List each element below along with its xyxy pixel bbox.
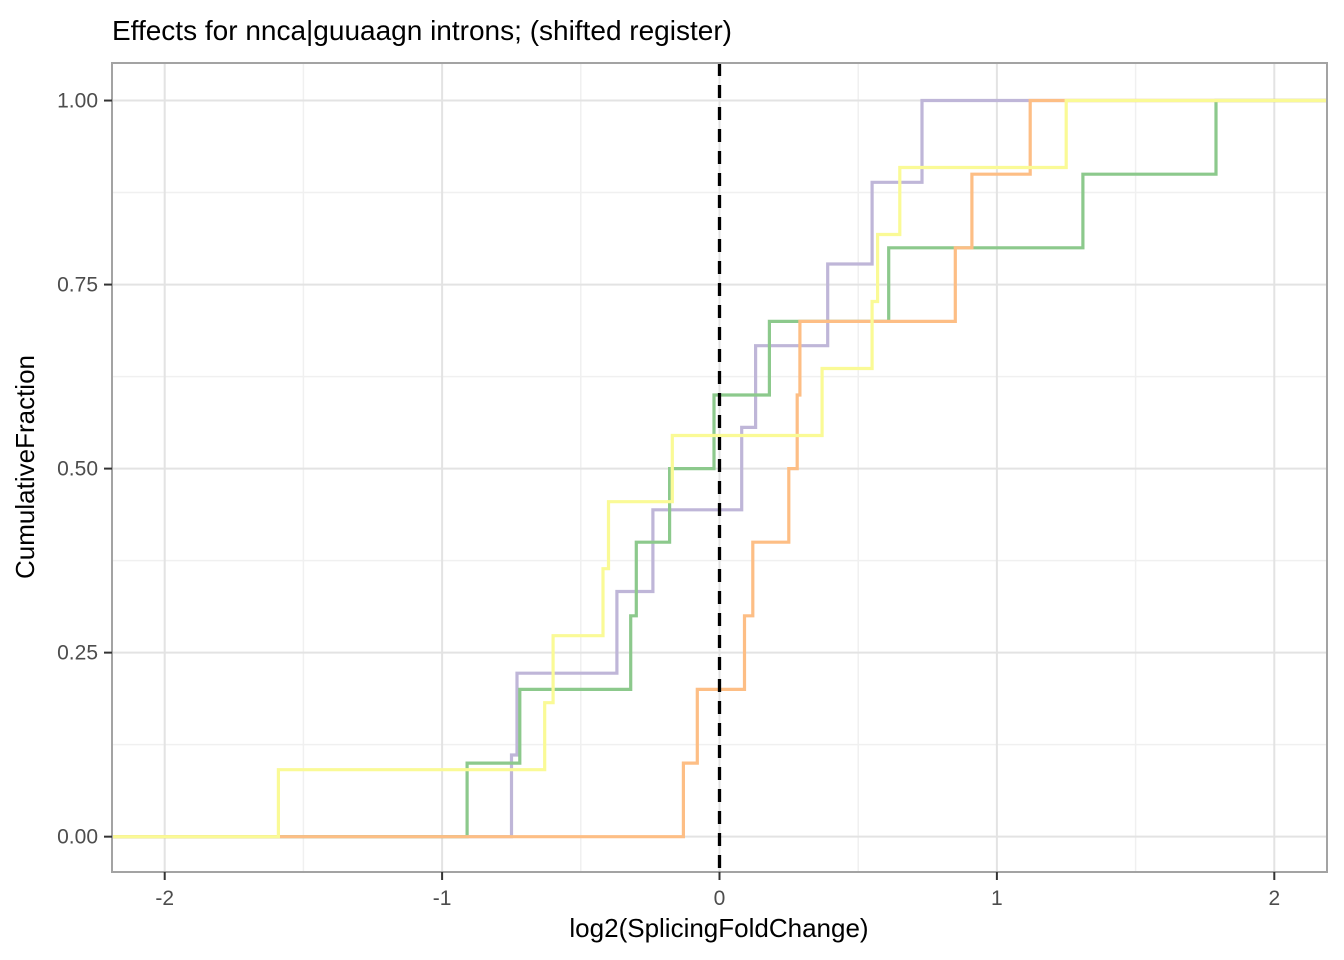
y-axis-tick-label: 1.00	[57, 90, 98, 113]
x-axis-tick-label: -1	[433, 887, 452, 910]
y-axis-tick-label: 0.25	[57, 642, 98, 665]
plot-title: Effects for nnca|guuaagn introns; (shift…	[112, 15, 732, 46]
x-axis-tick-label: 1	[991, 887, 1003, 910]
x-axis-tick-label: -2	[155, 887, 174, 910]
x-axis-tick-label: 0	[714, 887, 726, 910]
y-axis-title: CumulativeFraction	[10, 355, 40, 579]
axis-ticks-layer: -2 -1 0 1 2 0.00 0.25 0.50 0.75 1.00	[57, 90, 1280, 910]
y-axis-tick-label: 0.00	[57, 826, 98, 849]
ecdf-line-purple	[112, 98, 1327, 839]
series-layer	[112, 98, 1327, 839]
y-axis-tick-label: 0.50	[57, 458, 98, 481]
ecdf-line-orange	[112, 98, 1327, 839]
x-axis-tick-label: 2	[1268, 887, 1280, 910]
y-axis-tick-label: 0.75	[57, 274, 98, 297]
ecdf-line-green	[112, 98, 1327, 839]
x-axis-title: log2(SplicingFoldChange)	[569, 913, 868, 943]
ecdf-line-yellow	[112, 98, 1327, 839]
